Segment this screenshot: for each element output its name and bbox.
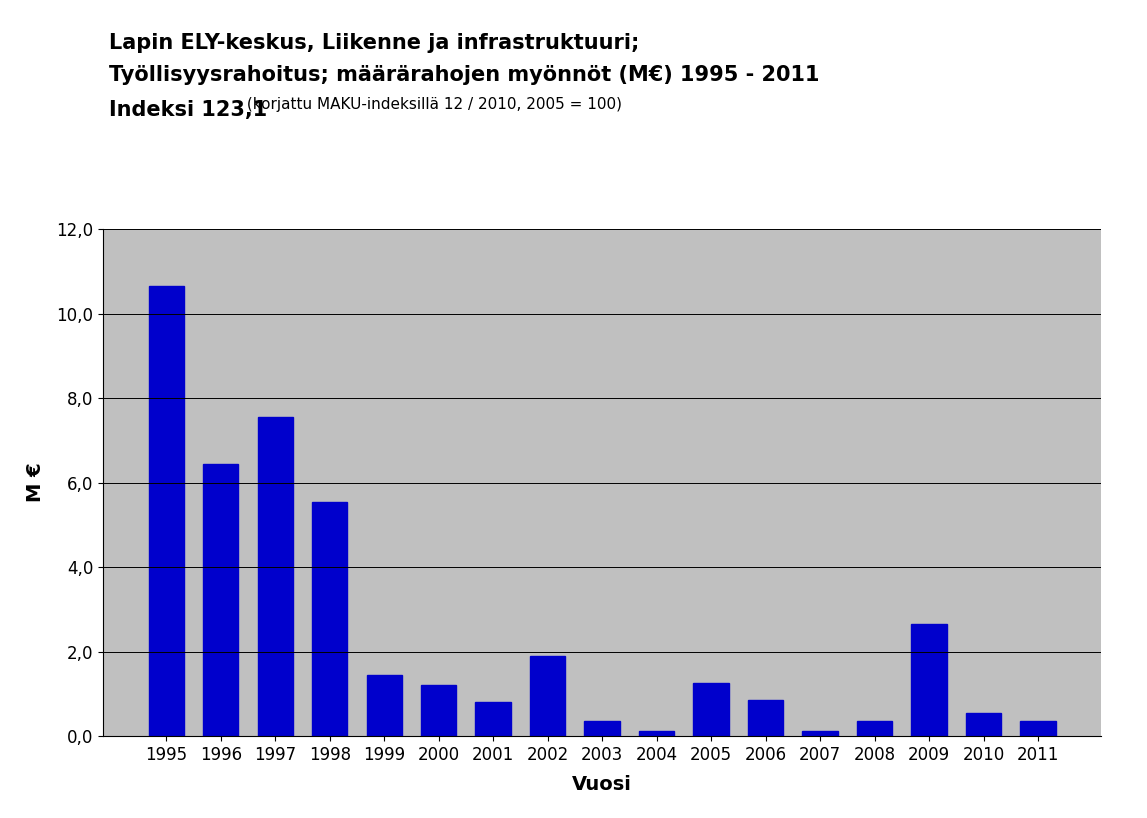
Bar: [966, 713, 1001, 736]
Bar: [530, 656, 565, 736]
X-axis label: Vuosi: Vuosi: [572, 775, 632, 794]
Bar: [803, 731, 837, 736]
Bar: [912, 624, 946, 736]
Bar: [258, 417, 292, 736]
Bar: [203, 464, 239, 736]
Bar: [585, 721, 619, 736]
Text: Työllisyysrahoitus; määrärahojen myönnöt (M€) 1995 - 2011: Työllisyysrahoitus; määrärahojen myönnöt…: [109, 65, 819, 85]
Bar: [476, 703, 510, 736]
Bar: [312, 501, 348, 736]
Text: (korjattu MAKU-indeksillä 12 / 2010, 2005 = 100): (korjattu MAKU-indeksillä 12 / 2010, 200…: [242, 97, 622, 112]
Bar: [748, 700, 783, 736]
Bar: [1021, 721, 1055, 736]
Bar: [694, 683, 728, 736]
Bar: [149, 286, 184, 736]
Bar: [857, 721, 892, 736]
Bar: [421, 685, 457, 736]
Text: Lapin ELY-keskus, Liikenne ja infrastruktuuri;: Lapin ELY-keskus, Liikenne ja infrastruk…: [109, 33, 639, 52]
Bar: [639, 731, 674, 736]
Y-axis label: M €: M €: [26, 463, 45, 502]
Text: Indeksi 123,1: Indeksi 123,1: [109, 100, 267, 119]
Bar: [367, 675, 401, 736]
